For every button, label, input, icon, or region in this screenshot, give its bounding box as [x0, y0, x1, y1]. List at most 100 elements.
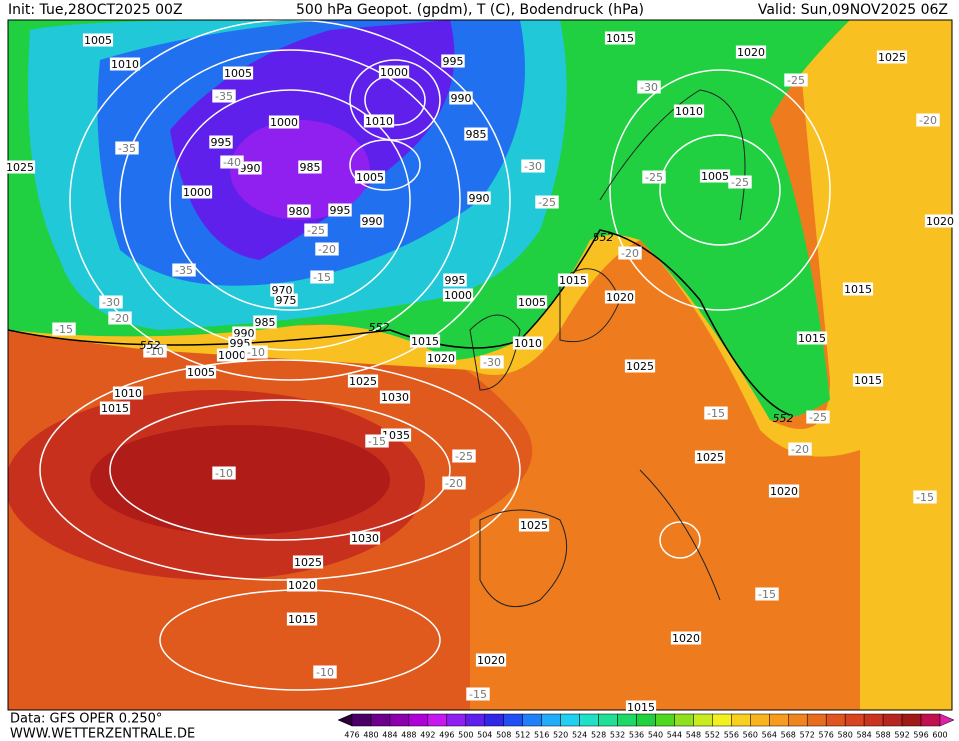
colorbar-tick-label: 600: [932, 731, 947, 740]
isobar-label: 1010: [675, 105, 703, 118]
isobar-label: 975: [276, 294, 297, 307]
temperature-label-box: [315, 242, 339, 256]
colorbar-tick-label: 520: [553, 731, 568, 740]
init-time: Init: Tue,28OCT2025 00Z: [8, 2, 183, 18]
colorbar-tick-label: 588: [875, 731, 890, 740]
isobar-label: 1015: [288, 613, 316, 626]
colorbar-cell: [617, 713, 637, 727]
temperature-label: -20: [621, 247, 639, 260]
isobar-label: 1010: [114, 387, 142, 400]
isobar-label-box: [354, 170, 386, 184]
temperature-label: -20: [445, 477, 463, 490]
isobar-label-box: [604, 290, 636, 304]
temperature-label-box: [115, 141, 139, 155]
isobar-label: 1005: [224, 67, 252, 80]
isobar-label: 1025: [349, 375, 377, 388]
temperature-label: -10: [215, 467, 233, 480]
colorbar-tick-label: 564: [762, 731, 777, 740]
temperature-label-box: [535, 195, 559, 209]
isobar-label: 1025: [6, 161, 34, 174]
map-field: [8, 20, 952, 710]
temperature-label: -30: [483, 356, 501, 369]
isobar-label: 1015: [411, 335, 439, 348]
isobar-label: 1015: [798, 332, 826, 345]
temperature-label-box: [642, 170, 666, 184]
temperature-label: -20: [791, 443, 809, 456]
isobar-label: 1005: [84, 34, 112, 47]
isobar-label-box: [441, 54, 465, 68]
temperature-label-box: [784, 73, 808, 87]
isobar-label-box: [109, 57, 141, 71]
isobar-label-box: [624, 359, 656, 373]
colorbar-cell: [920, 713, 941, 727]
temperature-label: -20: [318, 243, 336, 256]
isobar-label: 1020: [737, 46, 765, 59]
isobar-label: 985: [255, 316, 276, 329]
isobar-label: 1010: [111, 58, 139, 71]
isobar-label-box: [796, 331, 828, 345]
isobar-label-box: [349, 531, 381, 545]
colorbar-cell: [712, 713, 732, 727]
isobar-label: 1030: [351, 532, 379, 545]
isobar-label-box: [4, 160, 36, 174]
colorbar-cell: [389, 713, 410, 727]
temperature-label: -20: [111, 312, 129, 325]
colorbar-tick-label: 504: [477, 731, 492, 740]
isobar-label: 995: [211, 136, 232, 149]
isobar-label: 1015: [844, 283, 872, 296]
contour-label: 552: [593, 231, 614, 244]
isobar-label: 1000: [444, 289, 472, 302]
isobar-label-box: [464, 127, 488, 141]
temperature-label-box: [304, 223, 328, 237]
isobar-label-box: [467, 191, 491, 205]
isobar-label-box: [557, 273, 589, 287]
isobar-label: 1005: [518, 296, 546, 309]
isobar-label-box: [99, 401, 131, 415]
isobar-label-box: [185, 365, 217, 379]
isobar-label-box: [442, 288, 474, 302]
isobar-label: 1025: [626, 360, 654, 373]
temperature-label-box: [916, 113, 940, 127]
isobar-label-box: [363, 114, 395, 128]
isobar-label: 1000: [218, 349, 246, 362]
temperature-label: -40: [223, 156, 241, 169]
coastlines: [469, 89, 746, 608]
colorbar-tick-label: 516: [534, 731, 549, 740]
isobar-label: 990: [240, 162, 261, 175]
isobar-label-box: [842, 282, 874, 296]
isobar-label-box: [209, 135, 233, 149]
colorbar-tick-label: 528: [591, 731, 606, 740]
isobar-label: 1000: [183, 186, 211, 199]
colorbar-cell: [655, 713, 675, 727]
colorbar-tick-label: 532: [610, 731, 625, 740]
colorbar-cell: [882, 713, 903, 727]
isobar-label: 1010: [514, 337, 542, 350]
isobar-label-box: [328, 203, 352, 217]
temperature-label-box: [637, 80, 661, 94]
isobar-label: 1000: [270, 116, 298, 129]
temperature-label: -15: [469, 688, 487, 701]
isobar-label-box: [253, 315, 277, 329]
isobar-label-box: [268, 115, 300, 129]
colorbar-tick-label: 508: [496, 731, 511, 740]
colorbar-cell: [427, 713, 448, 727]
isobar-label: 1015: [854, 374, 882, 387]
isobar-label-box: [378, 65, 410, 79]
colorbar-cell: [560, 713, 580, 727]
isobar-label: 1005: [356, 171, 384, 184]
isobar-label-box: [238, 161, 262, 175]
colorbar-cell: [844, 713, 865, 727]
isobar-label-box: [475, 653, 507, 667]
temperature-label: -15: [368, 435, 386, 448]
colorbar-tick-label: 496: [439, 731, 454, 740]
temperature-label: -25: [731, 176, 749, 189]
temperature-label: -35: [215, 90, 233, 103]
isobar-label: 990: [469, 192, 490, 205]
isobar-label: 1000: [380, 66, 408, 79]
temperature-label-box: [172, 263, 196, 277]
colorbar-tick-label: 484: [382, 731, 397, 740]
isobar-label-box: [735, 45, 767, 59]
temperature-label-box: [480, 355, 504, 369]
